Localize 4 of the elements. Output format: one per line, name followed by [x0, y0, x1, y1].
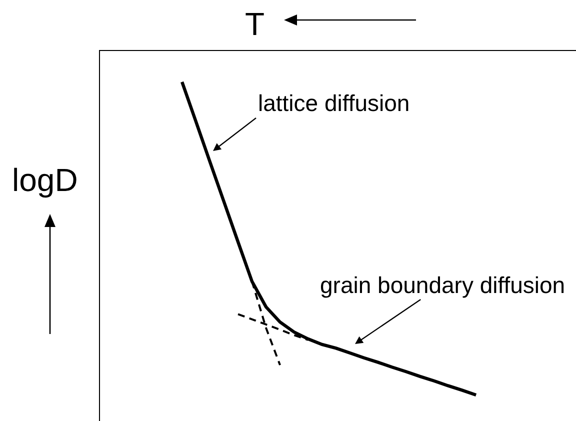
y-axis-title: logD [12, 162, 78, 198]
annotation: grain boundary diffusion [320, 272, 566, 298]
x-axis-title: T [245, 6, 265, 42]
annotation: lattice diffusion [258, 90, 410, 116]
